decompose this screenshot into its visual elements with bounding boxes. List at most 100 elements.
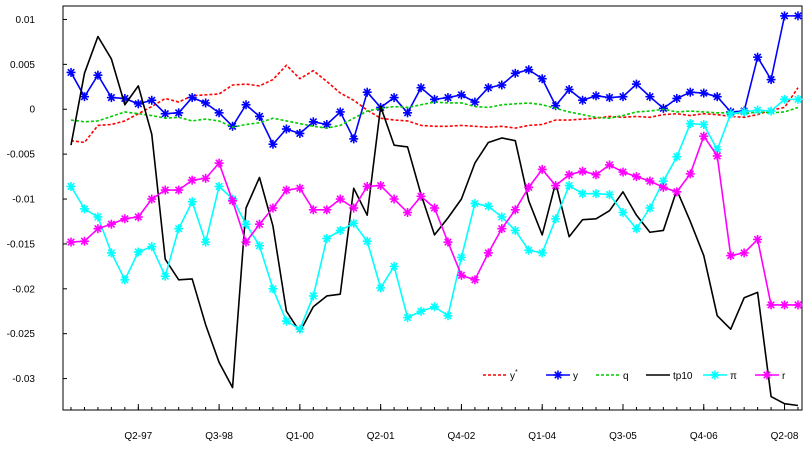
- x-tick-label: Q2-97: [124, 431, 152, 442]
- series-5-point: [470, 275, 480, 285]
- series-1-point: [106, 93, 116, 103]
- series-4-point: [685, 119, 695, 129]
- series-5-point: [174, 185, 184, 195]
- series-4-point: [308, 291, 318, 301]
- legend-label: π: [730, 371, 737, 382]
- legend-marker: [710, 370, 720, 380]
- series-4-point: [106, 248, 116, 258]
- legend: y* y q tp10 π r: [483, 369, 786, 382]
- legend-item: y*: [483, 369, 518, 382]
- series-1-point: [618, 92, 628, 102]
- series-1-point: [349, 134, 359, 144]
- y-tick-label: -0.03: [12, 374, 35, 385]
- series-1-point: [578, 95, 588, 105]
- series-1-point: [510, 68, 520, 78]
- series-5-point: [443, 237, 453, 247]
- series-4-point: [564, 181, 574, 191]
- series-5-point: [120, 214, 130, 224]
- series-4-point: [726, 109, 736, 119]
- series-5-point: [483, 248, 493, 258]
- series-4-point: [295, 324, 305, 334]
- series-1-point: [564, 84, 574, 94]
- series-5-point: [362, 181, 372, 191]
- series-4-point: [780, 94, 790, 104]
- series-5-point: [133, 212, 143, 222]
- series-4-point: [766, 106, 776, 116]
- series-2-line: [70, 101, 799, 129]
- series-5-point: [147, 194, 157, 204]
- series-1-point: [537, 74, 547, 84]
- series-1-point: [712, 92, 722, 102]
- series-4-point: [416, 306, 426, 316]
- series-layer: [66, 11, 803, 407]
- series-4-point: [443, 311, 453, 321]
- series-1-point: [672, 93, 682, 103]
- series-1-point: [268, 139, 278, 149]
- series-5-point: [591, 170, 601, 180]
- series-5-point: [376, 181, 386, 191]
- series-4-point: [93, 212, 103, 222]
- series-5-point: [187, 175, 197, 185]
- series-4-point: [281, 316, 291, 326]
- series-5-point: [685, 169, 695, 179]
- series-1-point: [793, 11, 803, 21]
- series-4-point: [591, 189, 601, 199]
- series-4-point: [551, 214, 561, 224]
- series-5-point: [618, 167, 628, 177]
- x-tick-label: Q2-01: [367, 431, 395, 442]
- series-1-point: [766, 75, 776, 85]
- series-4-point: [456, 252, 466, 262]
- series-5-point: [322, 205, 332, 215]
- y-tick-label: -0.025: [7, 329, 36, 340]
- legend-item: π: [703, 370, 737, 382]
- series-4-point: [241, 219, 251, 229]
- series-4-point: [403, 313, 413, 323]
- series-5-point: [66, 237, 76, 247]
- series-5-point: [254, 219, 264, 229]
- series-1-point: [497, 80, 507, 90]
- x-tick-label: Q2-08: [771, 431, 799, 442]
- plot-frame: [62, 5, 803, 411]
- series-5-point: [564, 170, 574, 180]
- series-4-point: [187, 197, 197, 207]
- x-tick-label: Q3-05: [609, 431, 637, 442]
- x-tick-label: Q4-06: [690, 431, 718, 442]
- series-5-point: [497, 224, 507, 234]
- legend-label: q: [623, 371, 629, 382]
- series-1-point: [443, 93, 453, 103]
- series-4-point: [174, 224, 184, 234]
- series-4-point: [618, 207, 628, 217]
- series-1-point: [483, 83, 493, 93]
- series-1-point: [254, 111, 264, 121]
- series-5-point: [631, 172, 641, 182]
- series-1-point: [214, 108, 224, 118]
- series-1-point: [201, 98, 211, 108]
- series-5-point: [349, 203, 359, 213]
- series-5-point: [228, 196, 238, 206]
- legend-label: y*: [510, 369, 518, 382]
- series-4-point: [793, 94, 803, 104]
- series-4-point: [699, 120, 709, 130]
- x-tick-label: Q3-98: [205, 431, 233, 442]
- series-5-point: [524, 182, 534, 192]
- series-4-point: [470, 199, 480, 209]
- series-4-point: [335, 225, 345, 235]
- series-4-point: [66, 181, 76, 191]
- series-1-point: [591, 91, 601, 101]
- series-5-point: [241, 237, 251, 247]
- series-5-point: [456, 270, 466, 280]
- legend-marker: [762, 370, 772, 380]
- series-5-point: [605, 160, 615, 170]
- x-tick-label: Q4-02: [448, 431, 476, 442]
- series-4-point: [160, 271, 170, 281]
- legend-label: r: [782, 371, 786, 382]
- legend-item: y: [546, 370, 578, 382]
- series-1-point: [66, 67, 76, 77]
- series-5-point: [281, 185, 291, 195]
- series-4-point: [214, 181, 224, 191]
- series-4: [66, 94, 803, 334]
- series-1-point: [389, 93, 399, 103]
- series-5-point: [739, 248, 749, 258]
